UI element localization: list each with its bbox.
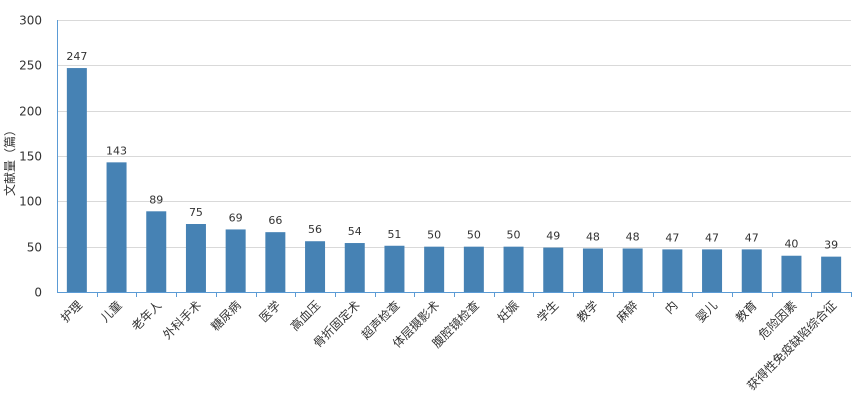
category-label: 学生 — [534, 298, 562, 326]
data-label: 69 — [229, 211, 243, 224]
category-label: 高血压 — [287, 298, 323, 334]
category-label: 麻醉 — [613, 298, 641, 326]
data-label: 89 — [149, 193, 163, 206]
category-label: 婴儿 — [693, 298, 720, 325]
bar-11 — [463, 246, 484, 292]
bar-20 — [821, 256, 842, 292]
data-label: 56 — [308, 223, 322, 236]
category-label: 教育 — [732, 298, 760, 326]
bar-14 — [582, 248, 603, 292]
category-label: 内 — [662, 298, 680, 316]
grid-layer — [57, 20, 851, 248]
data-label: 50 — [507, 229, 521, 242]
bar-6 — [265, 232, 286, 292]
category-label: 老年人 — [129, 298, 164, 333]
bar-4 — [185, 224, 206, 292]
bar-10 — [424, 246, 445, 292]
category-label: 护理 — [58, 298, 85, 325]
data-label: 75 — [189, 206, 203, 219]
bar-12 — [503, 246, 524, 292]
y-tick-label: 50 — [27, 241, 42, 255]
bar-2 — [106, 162, 127, 292]
y-tick-label: 150 — [19, 150, 42, 164]
bar-17 — [702, 249, 723, 292]
data-label: 49 — [546, 230, 560, 243]
bar-15 — [622, 248, 643, 292]
category-label: 医学 — [256, 298, 284, 326]
data-label: 47 — [745, 231, 759, 244]
data-label: 48 — [626, 230, 640, 243]
bar-5 — [225, 229, 246, 292]
bar-1 — [66, 68, 87, 292]
y-tick-label: 100 — [19, 195, 42, 209]
bar-18 — [741, 249, 762, 292]
category-label: 外科手术 — [160, 298, 204, 342]
bar-16 — [662, 249, 683, 292]
y-axis-title: 文献量（篇） — [2, 124, 17, 196]
category-label: 儿童 — [97, 298, 125, 326]
data-label: 247 — [66, 50, 87, 63]
data-label: 54 — [348, 225, 362, 238]
data-label: 50 — [427, 229, 441, 242]
bar-9 — [384, 245, 405, 292]
data-label: 39 — [824, 239, 838, 252]
data-label: 48 — [586, 230, 600, 243]
y-tick-label: 250 — [19, 59, 42, 73]
category-label: 妊娠 — [495, 298, 522, 325]
data-label: 51 — [387, 228, 401, 241]
bar-layer: 247 143 89 75 69 66 56 54 51 50 50 50 49 48 48 47 47 47 40… — [66, 50, 842, 292]
bar-19 — [781, 255, 802, 292]
data-label: 66 — [268, 214, 282, 227]
bar-13 — [543, 247, 564, 292]
bar-8 — [344, 243, 365, 292]
data-label: 47 — [705, 231, 719, 244]
y-tick-label: 0 — [34, 286, 42, 300]
y-tick-label: 200 — [19, 105, 42, 119]
y-tick-label: 300 — [19, 14, 42, 28]
bar-3 — [146, 211, 167, 292]
data-label: 47 — [665, 231, 679, 244]
data-label: 143 — [106, 144, 127, 157]
category-label: 糖尿病 — [208, 298, 244, 334]
category-label: 教学 — [573, 298, 601, 326]
data-label: 50 — [467, 229, 481, 242]
data-label: 40 — [784, 238, 798, 251]
bar-7 — [305, 241, 326, 292]
